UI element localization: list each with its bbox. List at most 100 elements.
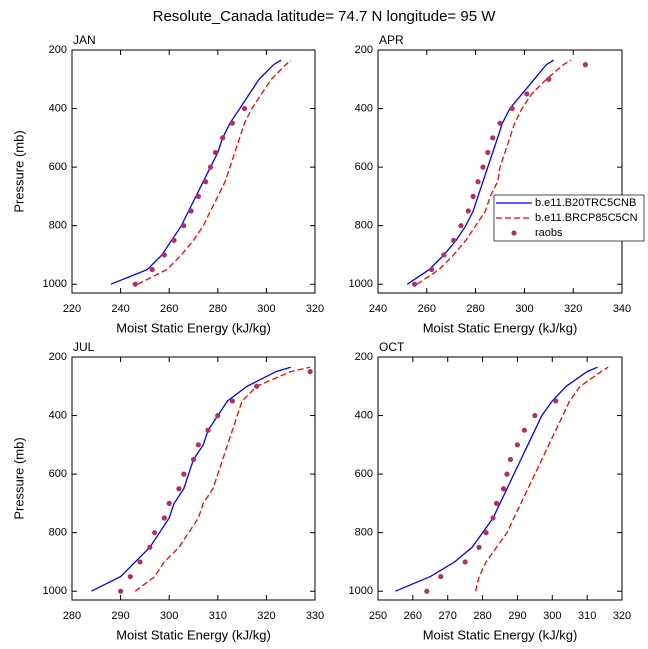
y-tick-label: 200 [49,351,67,363]
y-tick-label: 400 [355,102,373,114]
x-tick-label: 340 [613,303,631,315]
raob-point [509,105,515,112]
raob-point [524,91,530,97]
raob-point [147,544,153,550]
y-tick-label: 1000 [43,585,67,597]
raob-point [476,544,482,550]
raob-point [171,237,177,243]
profile-line [474,366,609,592]
raob-point [220,135,226,141]
raob-point [458,223,464,229]
x-tick-label: 300 [515,303,533,315]
raob-point [553,398,559,404]
raob-point [483,530,489,536]
raob-point [307,369,313,375]
raob-point [229,398,235,404]
x-axis-label: Moist Static Energy (kJ/kg) [423,627,578,642]
raob-point [582,62,589,68]
x-tick-label: 250 [369,610,387,622]
x-tick-label: 320 [257,610,275,622]
raob-point [241,105,248,112]
raob-point [546,76,552,82]
x-tick-label: 300 [160,610,178,622]
x-tick-label: 310 [578,610,596,622]
x-tick-label: 260 [418,303,436,315]
plot-frame [71,49,316,294]
plot-frame [71,356,316,601]
raob-point [485,149,491,156]
y-tick-label: 600 [49,468,67,480]
raob-point [161,252,167,258]
legend-label: b.e11.BRCP85C5CN [535,212,638,224]
raob-point [429,266,435,273]
profile-line [137,59,292,285]
y-tick-label: 600 [355,468,373,480]
raob-point [229,120,235,126]
panel-label: JUL [73,340,95,354]
raob-point [532,412,538,419]
raob-point [132,281,138,287]
x-tick-label: 280 [63,610,81,622]
x-tick-label: 220 [63,303,81,315]
panel-label: APR [379,33,404,47]
legend: b.e11.B20TRC5CNB b.e11.BRCP85C5CN raobs [493,194,645,242]
x-tick-label: 330 [306,610,324,622]
raob-point [521,427,528,433]
raob-point [465,208,471,214]
raob-point [195,442,201,448]
legend-label: raobs [535,227,563,239]
raob-point [212,149,218,156]
raob-point [470,193,476,199]
raob-point [493,500,500,506]
raob-point [195,193,201,199]
raob-point [497,120,503,126]
raob-point [507,456,514,463]
y-tick-label: 200 [355,351,373,363]
y-tick-label: 400 [49,409,67,421]
raob-point [254,383,260,389]
panel-label: JAN [73,33,96,47]
raob-point [412,281,418,287]
x-axis-label: Moist Static Energy (kJ/kg) [423,320,578,335]
raob-point [500,486,507,492]
x-tick-label: 290 [111,610,129,622]
x-tick-label: 280 [466,303,484,315]
y-tick-label: 800 [49,220,67,232]
y-tick-label: 400 [49,102,67,114]
raob-point [480,164,486,170]
legend-label: b.e11.B20TRC5CNB [535,197,636,209]
x-tick-label: 310 [209,610,227,622]
raob-point [207,164,214,170]
x-tick-label: 280 [473,610,491,622]
profile-line [416,59,572,285]
raob-point [127,573,133,580]
raob-point [118,588,124,594]
raob-point [203,179,209,185]
raob-point [424,588,430,594]
raob-point [166,500,172,506]
y-tick-label: 600 [49,161,67,173]
y-tick-label: 200 [355,44,373,56]
y-axis-label: Pressure (mb) [11,437,26,519]
y-tick-label: 1000 [43,278,67,290]
raob-point [490,515,496,521]
raob-point [462,559,468,565]
profile-line [91,366,291,592]
y-tick-label: 400 [355,409,373,421]
y-axis-label: Pressure (mb) [11,130,26,212]
raob-point [161,515,167,521]
raob-point [215,412,221,419]
plot-frame [377,356,623,601]
raob-point [181,223,187,229]
x-axis-label: Moist Static Energy (kJ/kg) [116,320,271,335]
x-tick-label: 320 [306,303,324,315]
raob-point [205,427,211,433]
legend-marker [511,230,517,236]
raob-point [176,486,182,492]
x-tick-label: 320 [564,303,582,315]
raob-point [137,559,143,565]
y-tick-label: 1000 [349,278,373,290]
figure-title: Resolute_Canada latitude= 74.7 N longitu… [153,8,497,25]
x-tick-label: 240 [369,303,387,315]
y-tick-label: 1000 [349,585,373,597]
